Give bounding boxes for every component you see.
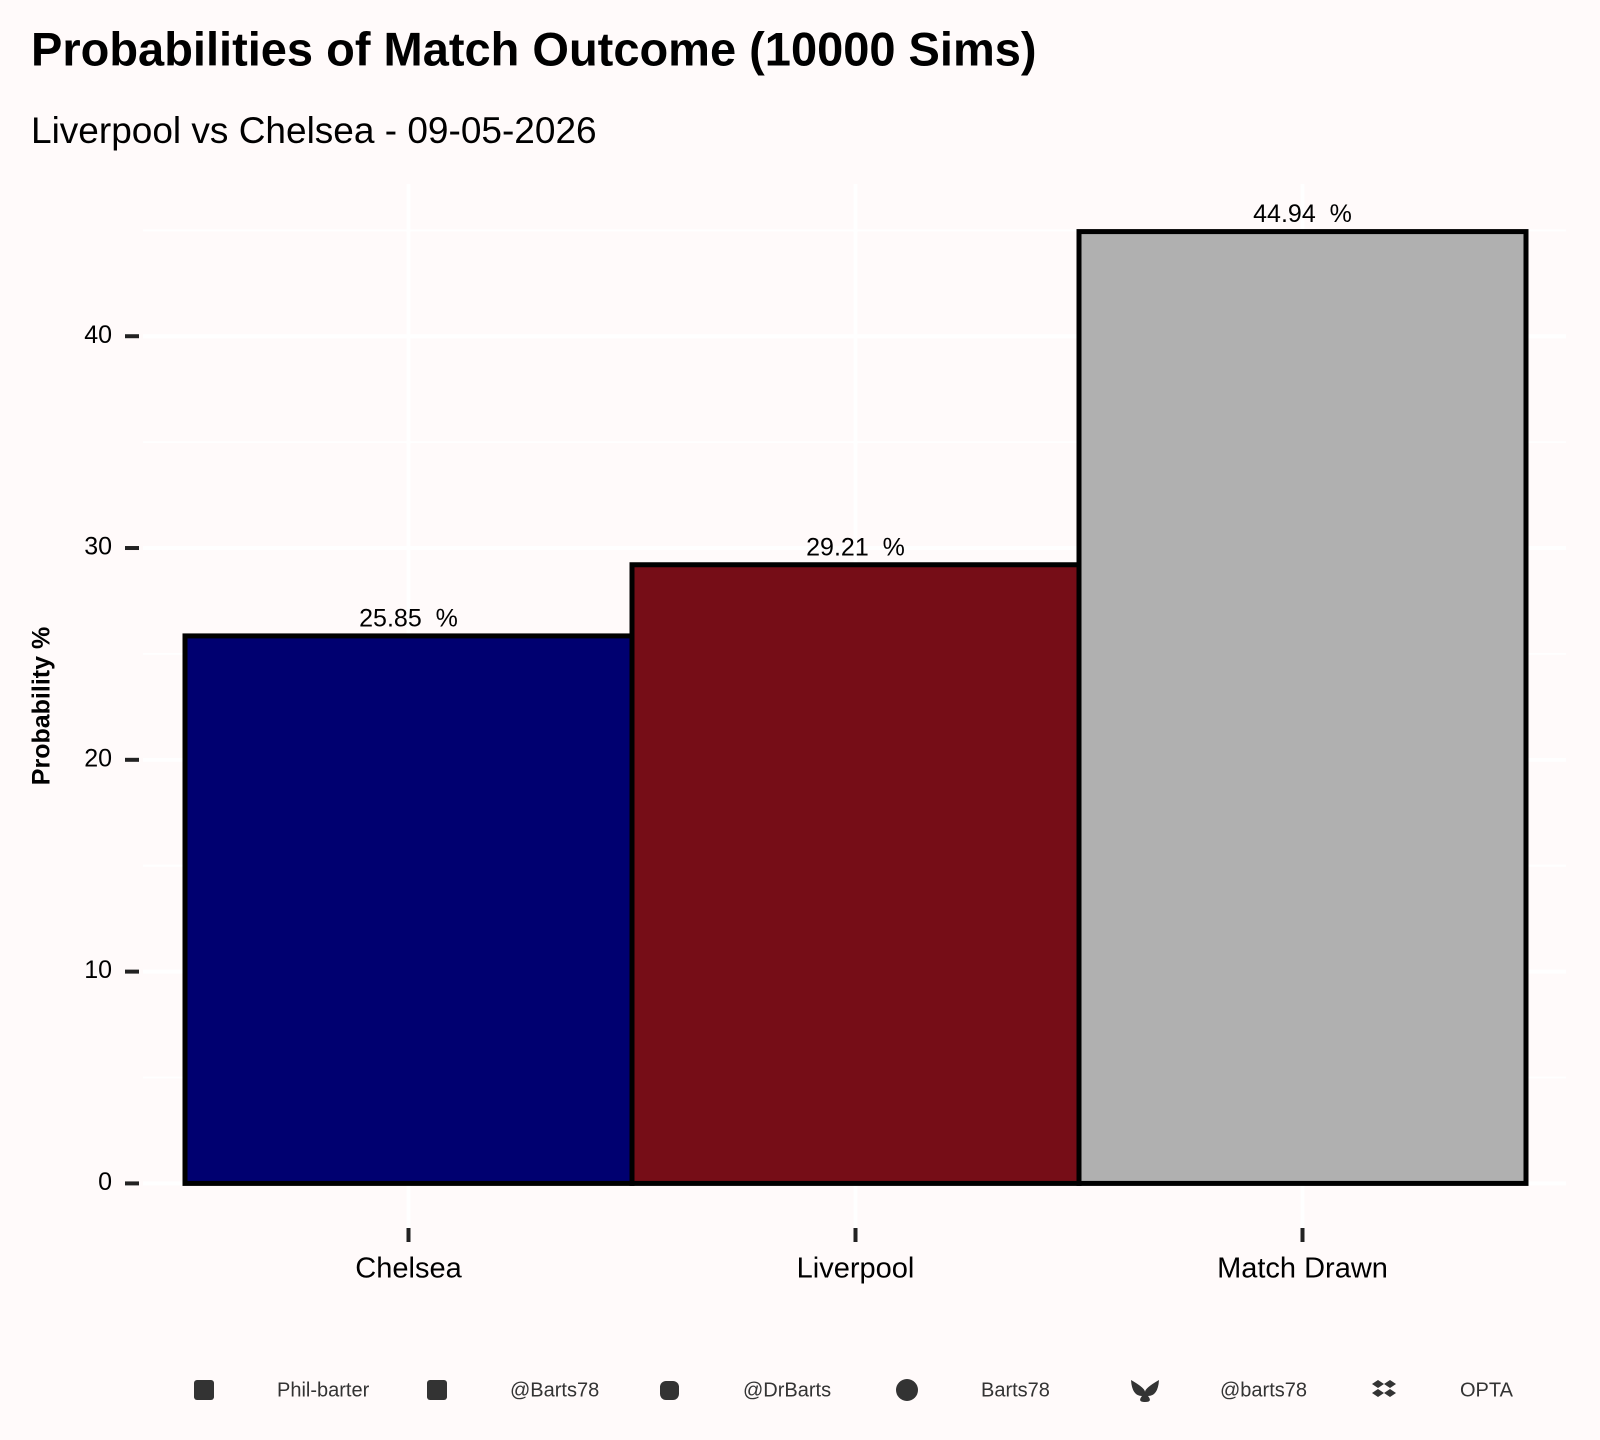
footer-text: @DrBarts (743, 1379, 831, 1401)
x-icon (427, 1380, 447, 1400)
dropbox-icon (1372, 1380, 1396, 1397)
bar (629, 562, 1082, 1186)
footer: Phil-barter @Barts78 @DrBarts Barts78 @barts… (194, 1379, 1514, 1402)
chart-subtitle: Liverpool vs Chelsea - 09-05-2026 (31, 110, 597, 151)
linkedin-icon (194, 1380, 214, 1400)
github-icon (896, 1379, 918, 1401)
x-tick-label: Chelsea (355, 1253, 462, 1285)
marks (182, 229, 1529, 1186)
footer-text: Barts78 (981, 1379, 1050, 1401)
footer-text: Phil-barter (277, 1379, 370, 1401)
bar (1076, 229, 1529, 1186)
x-tick-label: Liverpool (797, 1253, 915, 1285)
value-label: 25.85 % (359, 605, 458, 633)
value-label: 29.21 % (806, 533, 905, 561)
footer-text: OPTA (1460, 1379, 1514, 1401)
bluesky-icon (1131, 1380, 1159, 1402)
footer-text: @Barts78 (510, 1379, 599, 1401)
footer-text: @barts78 (1220, 1379, 1307, 1401)
bar (182, 633, 635, 1186)
y-tick-label: 0 (98, 1168, 112, 1196)
y-tick-label: 40 (84, 321, 112, 349)
mastodon-icon (660, 1381, 679, 1400)
value-label: 44.94 % (1253, 200, 1352, 228)
chart-title: Probabilities of Match Outcome (10000 Si… (31, 22, 1037, 75)
x-tick-label: Match Drawn (1217, 1253, 1388, 1285)
y-tick-label: 20 (84, 744, 112, 772)
y-tick-label: 30 (84, 533, 112, 561)
y-axis-label: Probability % (28, 627, 56, 785)
y-tick-label: 10 (84, 956, 112, 984)
